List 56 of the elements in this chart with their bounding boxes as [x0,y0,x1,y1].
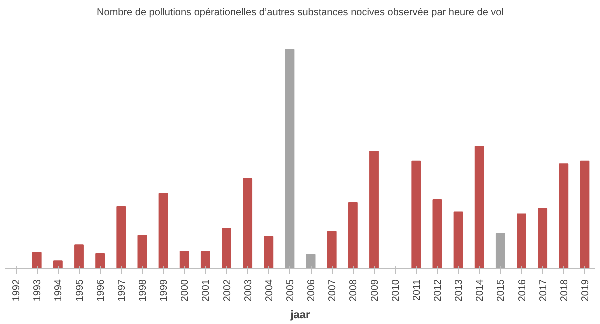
x-tick-label: 2008 [348,279,360,302]
x-axis-title: jaar [290,310,312,322]
x-tick-label: 2011 [412,279,423,302]
x-tick-label: 2002 [222,279,234,302]
bar [496,233,506,268]
bar [454,212,464,268]
x-tick-label: 1999 [159,279,170,302]
x-tick-label: 2013 [454,279,466,302]
x-tick-label: 2017 [538,279,550,302]
bar [116,206,126,268]
x-tick-label: 2014 [475,279,486,302]
x-tick-label: 2015 [496,279,508,302]
x-tick-label: 1994 [54,279,65,302]
bar [412,160,422,268]
bar [53,260,63,268]
x-tick-label: 1995 [74,279,86,302]
x-tick-label: 2010 [390,279,402,302]
bar [32,252,42,268]
bar [474,146,484,268]
bar [96,253,106,268]
bar [559,164,569,268]
x-tick-label: 2016 [517,279,528,302]
bar [158,193,168,268]
bar [285,49,295,268]
bar [306,254,316,268]
x-tick-label: 2019 [580,279,592,302]
chart-title: Nombre de pollutions opérationelles d’autres substances nocives observée par heure de vol [97,8,504,18]
x-tick-label: 2005 [285,279,296,302]
x-tick-label: 2012 [432,279,444,302]
x-tick-label: 2003 [243,279,254,302]
x-tick-label: 2001 [201,279,212,302]
x-tick-label: 1996 [96,279,107,302]
bar [200,251,210,268]
bar [264,236,274,268]
x-tick-label: 2009 [370,279,381,302]
bar [538,208,548,268]
bar [580,160,590,268]
bar [180,250,190,268]
bar [348,202,358,268]
x-tick-label: 2000 [180,279,192,302]
bar [138,235,148,268]
x-tick-label: 2004 [264,279,276,302]
x-tick-label: 2018 [559,279,570,302]
bar [74,244,84,268]
x-tick-label: 2007 [328,279,339,302]
x-tick-label: 1997 [116,279,128,302]
x-tick-label: 1992 [12,279,23,302]
bar [517,214,526,268]
x-tick-label: 1998 [138,279,149,302]
bar [222,228,232,268]
x-tick-label: 1993 [32,279,44,302]
bar [243,178,253,268]
bar [370,150,379,268]
x-tick-label: 2006 [306,279,318,302]
bar [432,200,442,268]
bar [327,231,337,268]
